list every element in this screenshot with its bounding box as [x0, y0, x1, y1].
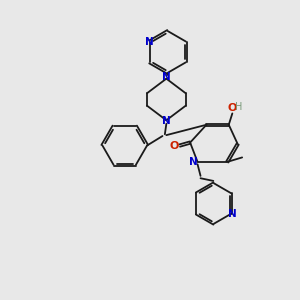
Text: N: N — [189, 157, 198, 167]
Text: O: O — [227, 103, 236, 113]
Text: N: N — [162, 116, 171, 127]
Text: H: H — [235, 102, 242, 112]
Text: N: N — [146, 37, 154, 46]
Text: O: O — [170, 140, 179, 151]
Text: N: N — [162, 73, 171, 82]
Text: N: N — [228, 209, 236, 219]
